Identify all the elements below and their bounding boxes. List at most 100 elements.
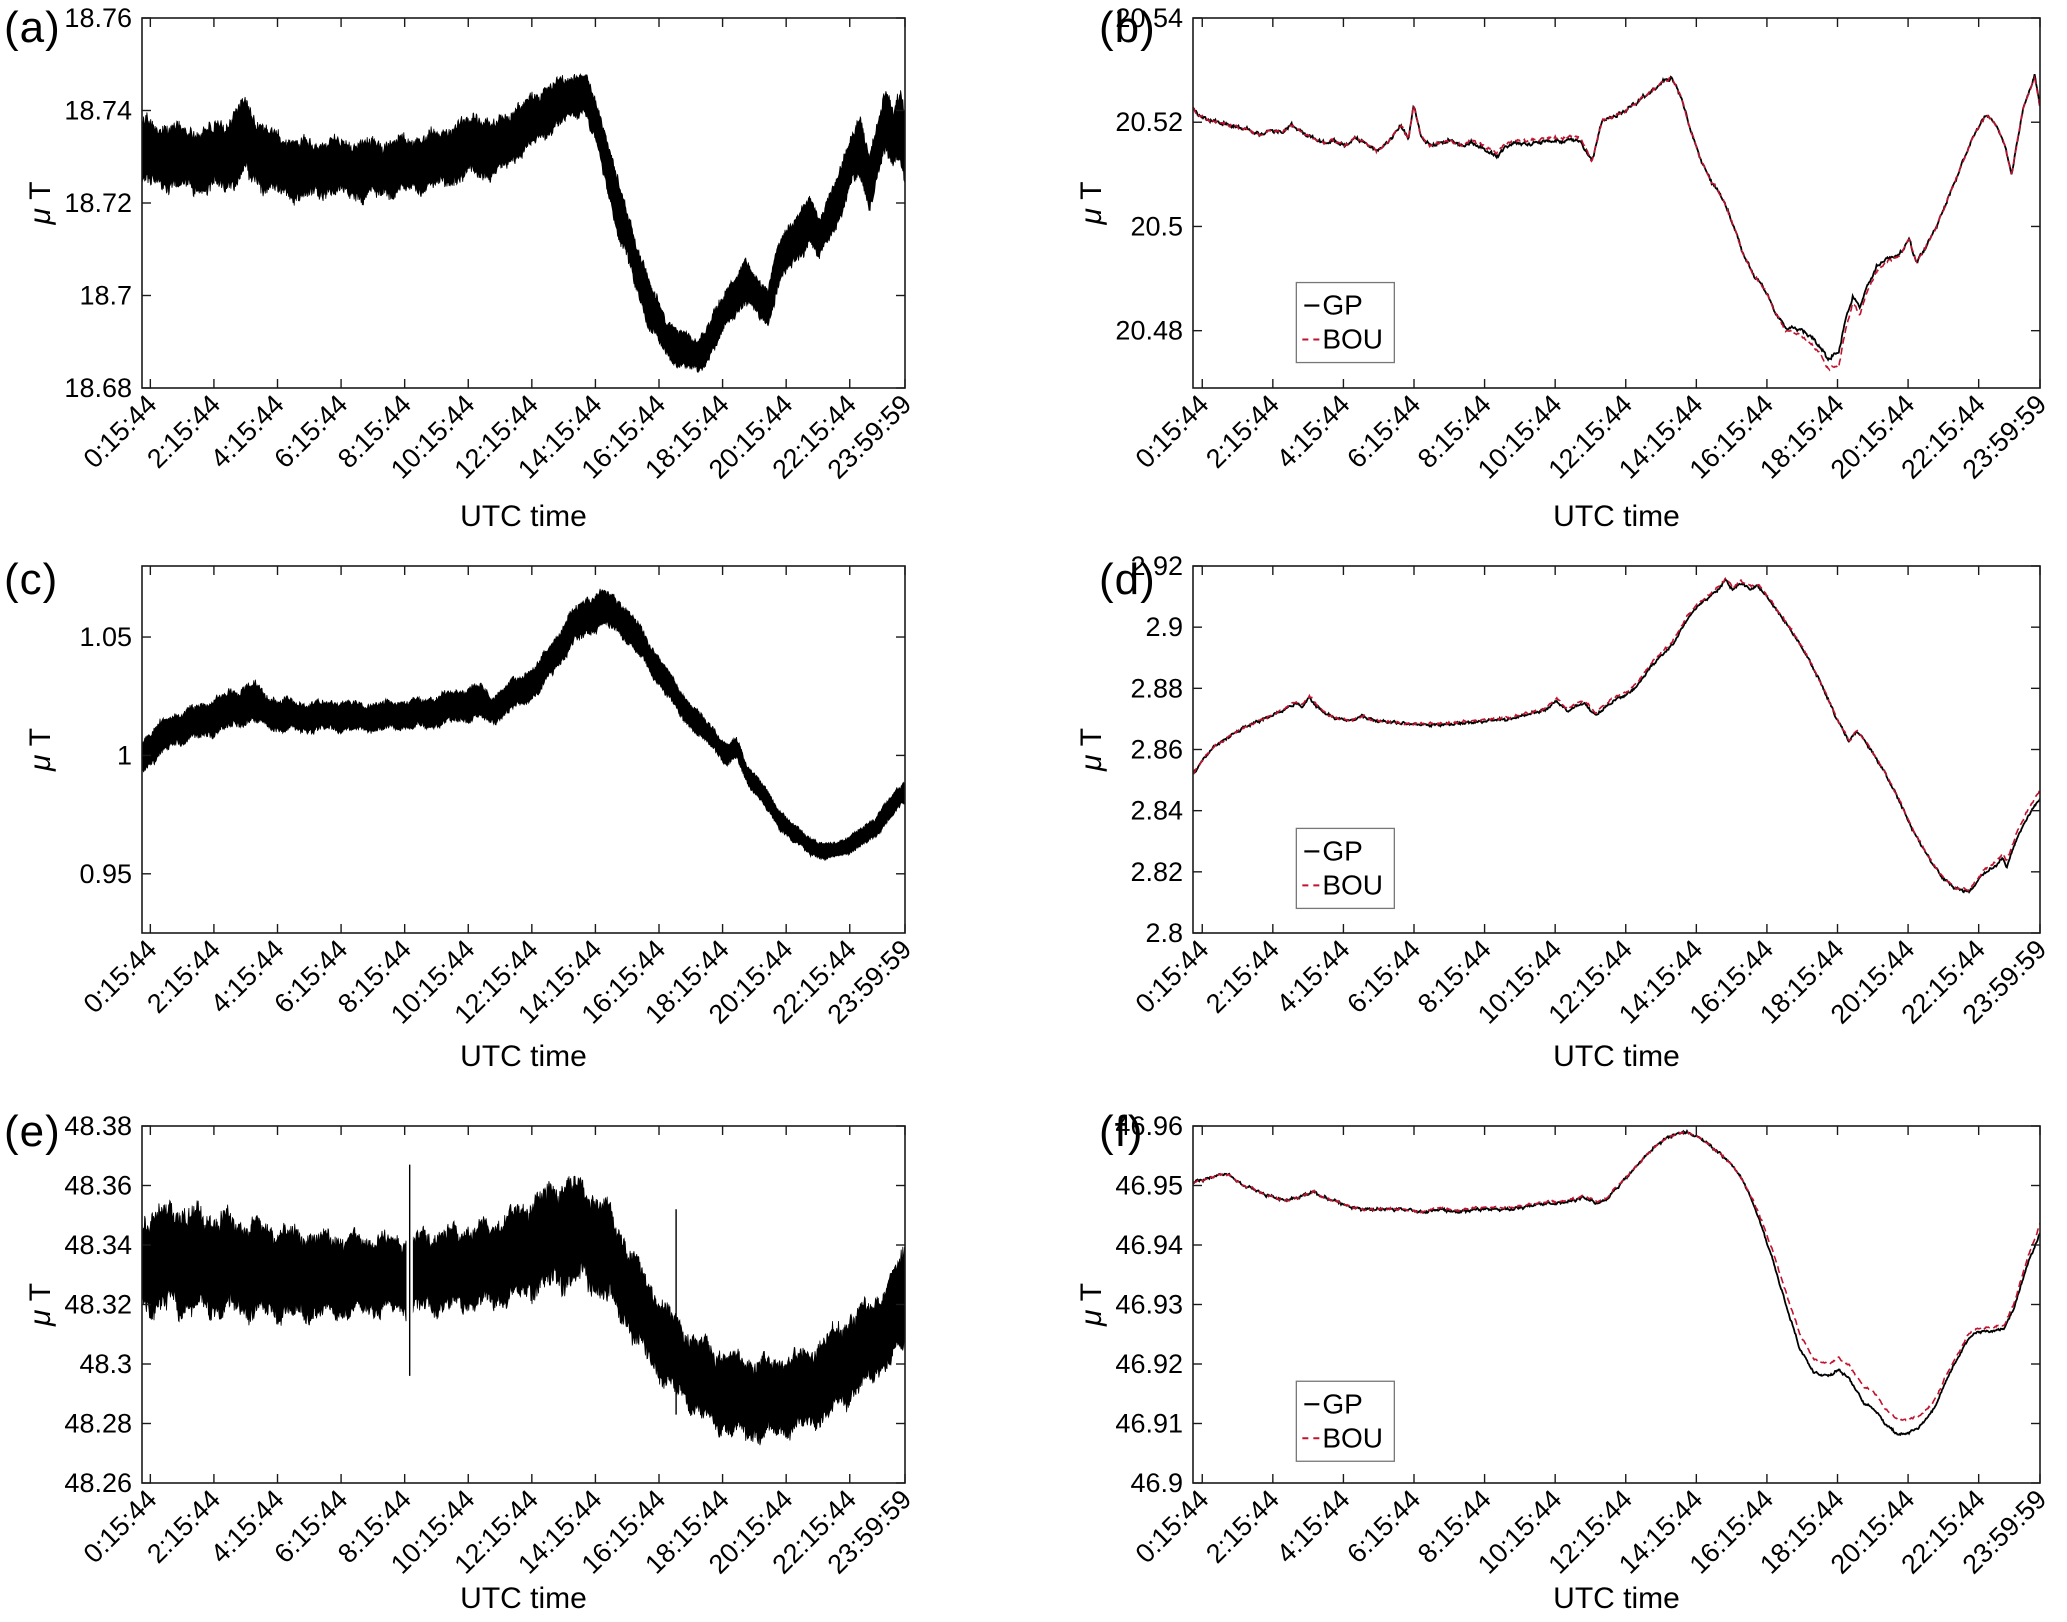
panel-c-letter: (c) xyxy=(4,555,59,604)
y-tick-label: 46.9 xyxy=(1130,1468,1183,1498)
y-tick-label: 20.54 xyxy=(1115,3,1183,33)
labels-d: 2.82.822.842.862.882.92.920:15:442:15:44… xyxy=(1075,551,2052,1073)
y-tick-label: 48.36 xyxy=(64,1171,132,1201)
x-tick-label: 4:15:44 xyxy=(1271,389,1356,474)
axes-a xyxy=(141,17,906,389)
x-axis-label: UTC time xyxy=(1553,500,1680,533)
y-tick-label: 48.3 xyxy=(79,1349,132,1379)
panel-b-letter: (b) xyxy=(1099,3,1156,52)
panel-b: (b) 20.48 20.5 20.52 20.54 0:15:44 2:15:44 4:1… xyxy=(1033,0,2067,540)
bou-series-line xyxy=(1193,1131,2040,1422)
x-tick-label: 6:15:44 xyxy=(1341,1484,1426,1569)
y-tick-label: 1 xyxy=(117,740,132,770)
bou-series-line xyxy=(1193,576,2040,892)
series-c xyxy=(142,588,905,862)
labels-e: 48.2648.2848.348.3248.3448.3648.380:15:4… xyxy=(24,1111,917,1615)
y-tick-label: 48.38 xyxy=(64,1111,132,1141)
y-tick-label: 18.7 xyxy=(79,281,132,311)
series-f xyxy=(1193,1129,2040,1437)
y-tick-label: 1.05 xyxy=(79,622,132,652)
legend-box xyxy=(1295,827,1395,910)
y-tick-label: 18.72 xyxy=(64,188,132,218)
x-tick-label: 0:15:44 xyxy=(1130,389,1215,474)
y-axis-label: μ T xyxy=(24,1283,57,1327)
y-tick-label: 46.92 xyxy=(1115,1349,1183,1379)
axes-b xyxy=(1192,17,2041,389)
x-tick-label: 2:15:44 xyxy=(1200,1484,1285,1569)
x-tick-label: 4:15:44 xyxy=(1271,1484,1356,1569)
chart-f: 46.946.9146.9246.9346.9446.9546.960:15:4… xyxy=(1075,1111,2052,1615)
chart-e: 48.2648.2848.348.3248.3448.3648.380:15:4… xyxy=(24,1111,917,1615)
chart-c: 0.9511.050:15:442:15:444:15:446:15:448:1… xyxy=(24,565,917,1073)
panel-f: (f) 46.9 46.91 46.92 46.93 46.94 46.95 46.96 0:… xyxy=(1033,1080,2067,1622)
x-axis-label: UTC time xyxy=(1553,1040,1680,1073)
x-axis-label: UTC time xyxy=(460,1040,587,1073)
y-tick-label: 46.94 xyxy=(1115,1230,1183,1260)
gp-series-line xyxy=(1193,1129,2040,1437)
y-axis-label: μ T xyxy=(1075,728,1108,772)
legend-bou-label: BOU xyxy=(1322,324,1383,355)
noisy-band-series xyxy=(142,1175,905,1446)
panel-e-letter: (e) xyxy=(4,1107,61,1156)
y-tick-label: 2.86 xyxy=(1130,735,1183,765)
panel-c: (c) 0.95 1 1.05 0:15:44 2:15:44 4:15:44 6:15:4… xyxy=(0,540,1033,1080)
axes-f xyxy=(1192,1125,2041,1484)
y-tick-label: 46.95 xyxy=(1115,1171,1183,1201)
x-tick-label: 4:15:44 xyxy=(1271,934,1356,1019)
chart-d: 2.82.822.842.862.882.92.920:15:442:15:44… xyxy=(1075,551,2052,1073)
noisy-band-series xyxy=(142,73,905,374)
legend-bou-label: BOU xyxy=(1322,1422,1383,1453)
y-tick-label: 18.74 xyxy=(64,96,132,126)
noisy-band-series xyxy=(142,588,905,862)
y-tick-label: 48.34 xyxy=(64,1230,132,1260)
series-a xyxy=(142,73,905,374)
x-tick-label: 6:15:44 xyxy=(1341,389,1426,474)
y-axis-label: μ T xyxy=(24,728,57,772)
legend-gp-label: GP xyxy=(1322,835,1362,866)
series-e xyxy=(142,1159,905,1446)
axes-c xyxy=(141,565,906,934)
panel-a-letter: (a) xyxy=(4,3,61,52)
y-tick-label: 48.32 xyxy=(64,1290,132,1320)
y-tick-label: 2.9 xyxy=(1145,612,1183,642)
labels-b: 20.48 20.5 20.52 20.54 0:15:442:15:444:15:44… xyxy=(1075,3,2052,533)
panel-a: (a) 18.68 18.7 18.72 18.74 18.76 0:15:44 2:15:… xyxy=(0,0,1033,540)
y-tick-label: 2.8 xyxy=(1145,918,1183,948)
y-tick-label: 20.48 xyxy=(1115,316,1183,346)
bou-series-line xyxy=(1193,75,2040,372)
y-tick-label: 18.68 xyxy=(64,373,132,403)
y-tick-label: 20.52 xyxy=(1115,107,1183,137)
legend-gp-label: GP xyxy=(1322,290,1362,321)
x-axis-label: UTC time xyxy=(460,1582,587,1615)
y-tick-label: 46.91 xyxy=(1115,1409,1183,1439)
legend-box xyxy=(1295,1380,1395,1462)
y-tick-label: 2.82 xyxy=(1130,857,1183,887)
gp-series-line xyxy=(1193,74,2040,362)
axes-d xyxy=(1192,565,2041,934)
y-axis-label: μ T xyxy=(1075,1283,1108,1327)
y-tick-label: 46.96 xyxy=(1115,1111,1183,1141)
legend-bou-label: BOU xyxy=(1322,869,1383,900)
y-tick-label: 48.26 xyxy=(64,1468,132,1498)
chart-a: 18.6818.718.7218.7418.760:15:442:15:444:… xyxy=(24,3,917,533)
y-tick-label: 2.84 xyxy=(1130,796,1183,826)
y-axis-label: μ T xyxy=(1075,181,1108,225)
y-tick-label: 0.95 xyxy=(79,859,132,889)
labels-f: 46.946.9146.9246.9346.9446.9546.960:15:4… xyxy=(1075,1111,2052,1615)
x-tick-label: 2:15:44 xyxy=(1200,934,1285,1019)
chart-b: 20.48 20.5 20.52 20.54 0:15:442:15:444:15:44… xyxy=(1075,3,2052,533)
y-tick-label: 18.76 xyxy=(64,3,132,33)
panel-d: (d) 2.8 2.82 2.84 2.86 2.88 2.9 2.92 0:15:44 2:1… xyxy=(1033,540,2067,1080)
x-tick-label: 2:15:44 xyxy=(1200,389,1285,474)
axes-e xyxy=(141,1125,906,1484)
legend-gp-label: GP xyxy=(1322,1388,1362,1419)
x-axis-label: UTC time xyxy=(460,500,587,533)
panel-e: (e) 48.26 48.28 48.3 48.32 48.34 48.36 48.38 0:… xyxy=(0,1080,1033,1622)
y-tick-label: 48.28 xyxy=(64,1409,132,1439)
x-tick-label: 6:15:44 xyxy=(1341,934,1426,1019)
panel-f-letter: (f) xyxy=(1099,1107,1144,1156)
y-tick-label: 46.93 xyxy=(1115,1290,1183,1320)
x-axis-label: UTC time xyxy=(1553,1582,1680,1615)
